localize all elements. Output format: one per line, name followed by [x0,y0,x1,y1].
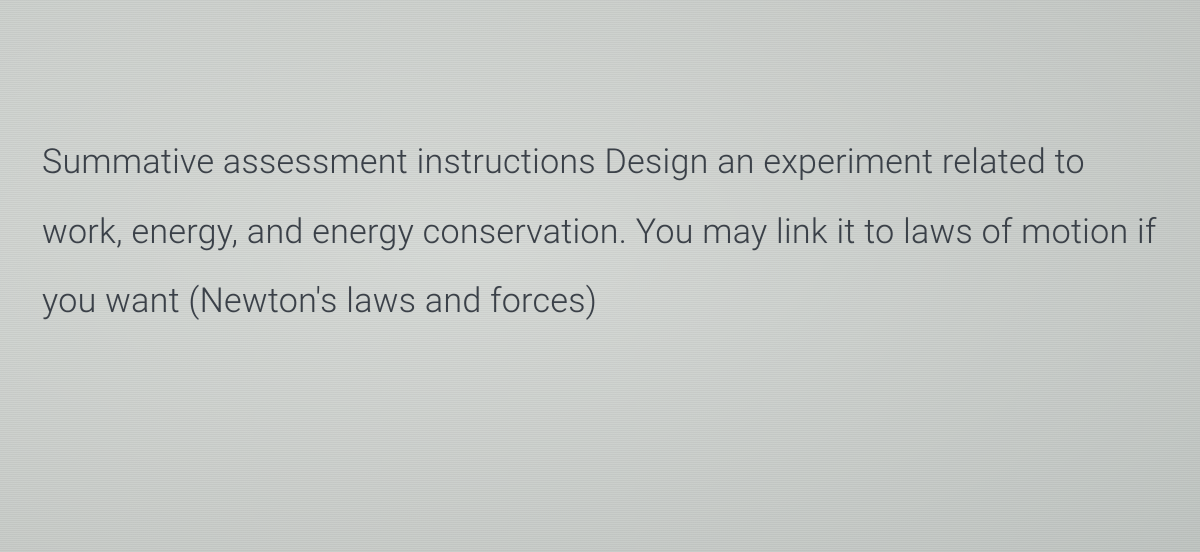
instruction-text: Summative assessment instructions Design… [42,128,1158,337]
document-body: Summative assessment instructions Design… [0,0,1200,337]
